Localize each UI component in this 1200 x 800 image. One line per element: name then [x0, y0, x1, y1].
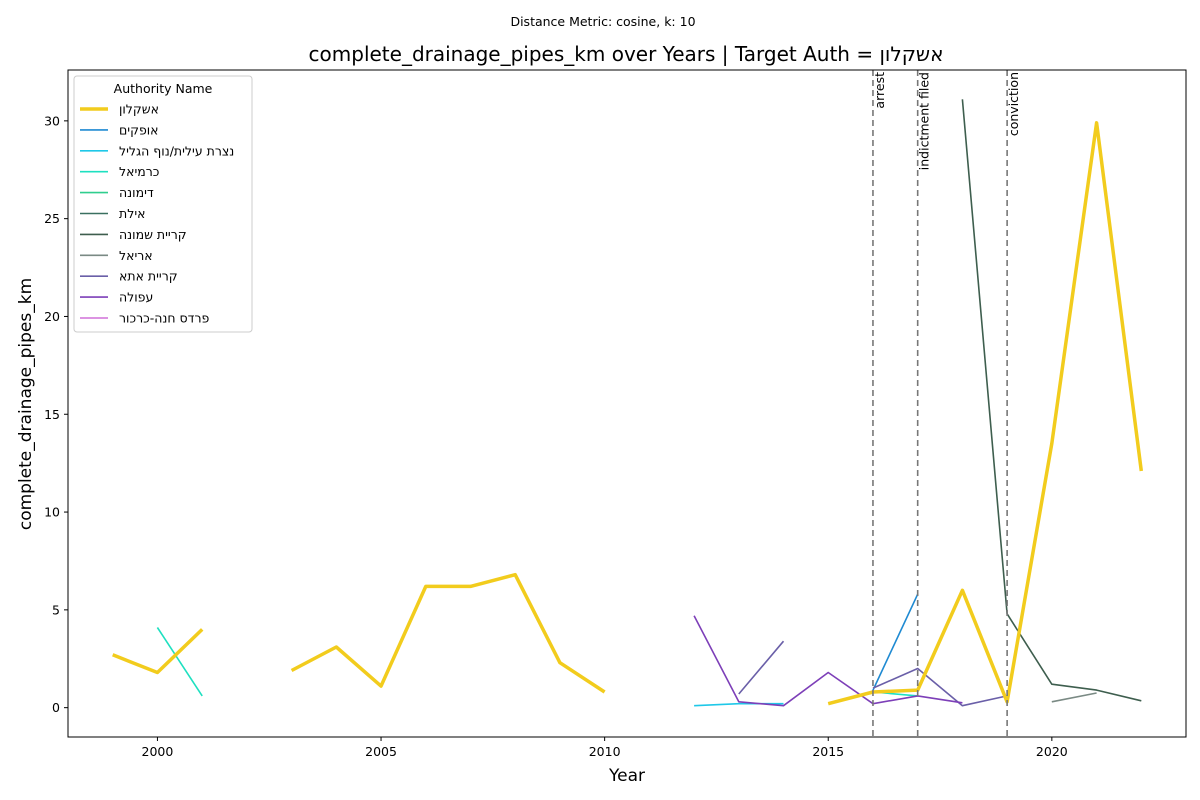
legend-label-10: פרדס חנה-כרכור [119, 311, 210, 326]
legend-label-5: אילת [119, 206, 145, 221]
x-tick-label-1: 2005 [365, 744, 397, 759]
legend-label-3: כרמיאל [119, 164, 159, 179]
plot-frame [67, 69, 1187, 738]
x-tick-label-2: 2010 [589, 744, 621, 759]
x-tick-label-4: 2020 [1036, 744, 1068, 759]
series-line-8-segment-0 [738, 640, 785, 695]
legend: Authority Name אשקלון אופקים נצרת עילית/נו… [73, 75, 253, 333]
legend-label-1: אופקים [119, 122, 159, 137]
legend-label-6: קריית שמונה [119, 227, 187, 242]
series-line-8-segment-1 [872, 667, 1008, 707]
series-line-0-segment-0 [112, 628, 204, 675]
y-tick-label-4: 20 [44, 309, 60, 324]
series-line-9-segment-0 [693, 615, 963, 707]
chart-title: complete_drainage_pipes_km over Years | … [309, 42, 944, 66]
y-tick-label-0: 0 [52, 700, 60, 715]
x-tick-label-3: 2015 [812, 744, 844, 759]
series-line-0-segment-2 [827, 121, 1144, 706]
chart-suptitle: Distance Metric: cosine, k: 10 [510, 14, 695, 29]
x-tick-label-0: 2000 [142, 744, 174, 759]
series-line-0-segment-1 [290, 572, 606, 694]
event-label-1: indictment filed [917, 72, 932, 170]
y-tick-label-2: 10 [44, 505, 60, 520]
legend-items: אשקלון אופקים נצרת עילית/נוף הגליל כרמיאל די… [80, 102, 234, 326]
y-tick-label-1: 5 [52, 602, 60, 617]
legend-label-2: נצרת עילית/נוף הגליל [119, 143, 234, 158]
series-line-6-segment-0 [961, 99, 1142, 702]
series-line-7-segment-0 [1051, 692, 1097, 703]
legend-label-8: קריית אתא [119, 269, 178, 284]
series-line-3-segment-0 [156, 627, 203, 697]
legend-title: Authority Name [114, 81, 213, 96]
y-tick-label-6: 30 [44, 113, 60, 128]
legend-label-0: אשקלון [119, 102, 159, 117]
y-tick-label-5: 25 [44, 211, 60, 226]
event-label-2: conviction [1006, 72, 1021, 136]
y-axis: 0 5 10 15 20 25 30 [44, 113, 68, 715]
legend-label-7: אריאל [119, 248, 153, 263]
event-label-0: arrest [872, 72, 887, 109]
x-axis-label: Year [608, 766, 645, 786]
legend-label-4: דימונה [119, 185, 154, 200]
y-tick-label-3: 15 [44, 407, 60, 422]
y-axis-label: complete_drainage_pipes_km [16, 278, 36, 530]
legend-box [73, 75, 253, 333]
x-axis: 2000 2005 2010 2015 2020 [142, 737, 1068, 759]
series-line-1-segment-0 [872, 593, 919, 691]
plot-area: arrest indictment filed conviction [112, 70, 1144, 737]
legend-label-9: עפולה [119, 290, 153, 305]
